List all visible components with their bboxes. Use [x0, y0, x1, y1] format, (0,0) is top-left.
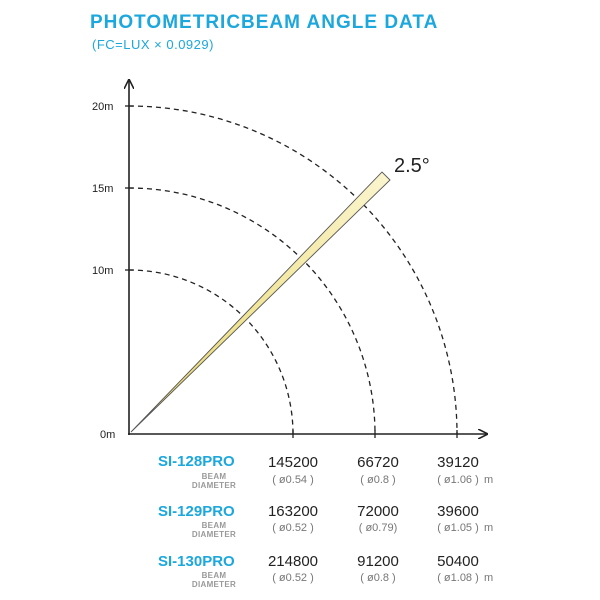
beam-diameter-value: ( ø1.05 ) — [437, 522, 479, 534]
range-arc-20m — [128, 105, 458, 435]
lux-value: 145200 — [267, 454, 319, 471]
lux-value: 50400 — [437, 553, 479, 570]
y-label-20m: 20m — [92, 101, 113, 113]
model-name: SI-129PRO — [158, 503, 235, 520]
y-label-15m: 15m — [92, 183, 113, 195]
lux-value: 39600 — [437, 503, 479, 520]
unit-label: m — [484, 572, 494, 584]
lux-value: 66720 — [357, 454, 399, 471]
page-subtitle: (FC=LUX × 0.0929) — [92, 37, 214, 52]
lux-value: 91200 — [357, 553, 399, 570]
lux-value: 72000 — [357, 503, 399, 520]
beam-diameter-value: ( ø0.79) — [358, 522, 398, 534]
beam-cone — [130, 171, 391, 433]
beam-diameter-value: ( ø0.52 ) — [272, 522, 314, 534]
beam-diameter-value: ( ø1.06 ) — [437, 474, 479, 486]
model-name: SI-128PRO — [158, 453, 235, 470]
lux-value: 163200 — [267, 503, 319, 520]
beam-diameter-label: BEAM DIAMETER — [191, 571, 237, 589]
y-label-10m: 10m — [92, 265, 113, 277]
y-label-0m: 0m — [100, 429, 115, 441]
beam-diameter-value: ( ø0.52 ) — [272, 572, 314, 584]
beam-diameter-value: ( ø0.8 ) — [360, 572, 396, 584]
unit-label: m — [484, 474, 494, 486]
lux-value: 214800 — [267, 553, 319, 570]
beam-angle-diagram: 20m 15m 10m 0m 2.5° — [92, 0, 600, 441]
beam-diameter-label: BEAM DIAMETER — [191, 521, 237, 539]
beam-diameter-value: ( ø0.54 ) — [272, 474, 314, 486]
beam-diameter-value: ( ø0.8 ) — [360, 474, 396, 486]
beam-diameter-value: ( ø1.08 ) — [437, 572, 479, 584]
model-name: SI-130PRO — [158, 553, 235, 570]
unit-label: m — [484, 522, 494, 534]
beam-angle-label: 2.5° — [394, 155, 430, 177]
lux-value: 39120 — [437, 454, 479, 471]
beam-diameter-label: BEAM DIAMETER — [191, 472, 237, 490]
page-title: PHOTOMETRICBEAM ANGLE DATA — [90, 12, 439, 33]
